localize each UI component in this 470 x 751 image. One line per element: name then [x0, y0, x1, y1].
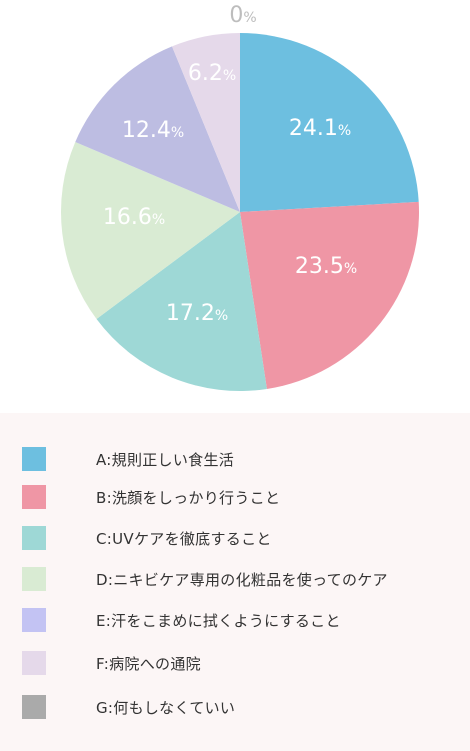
legend-item-a: A:規則正しい食生活: [22, 447, 234, 471]
legend-swatch-d: [22, 567, 46, 591]
slice-label-b: 23.5%: [295, 254, 357, 279]
legend-label-e: E:汗をこまめに拭くようにすること: [96, 611, 341, 630]
slice-label-f: 6.2%: [188, 61, 236, 86]
legend-swatch-a: [22, 447, 46, 471]
slice-label-g: 0%: [229, 3, 256, 28]
pie-chart: 24.1% 23.5% 17.2% 16.6% 12.4% 6.2% 0%: [60, 3, 419, 392]
legend-swatch-e: [22, 608, 46, 632]
legend-item-c: C:UVケアを徹底すること: [22, 526, 272, 550]
legend-label-a: A:規則正しい食生活: [96, 450, 235, 469]
slice-label-d: 16.6%: [103, 205, 165, 230]
legend-item-b: B:洗顔をしっかり行うこと: [22, 485, 280, 509]
slice-label-e: 12.4%: [122, 118, 184, 143]
legend-swatch-c: [22, 526, 46, 550]
legend-swatch-g: [22, 695, 46, 719]
slice-label-a: 24.1%: [289, 116, 351, 141]
legend-label-d: D:ニキビケア専用の化粧品を使ってのケア: [96, 570, 388, 589]
pie-slice-d: [60, 141, 240, 320]
legend-item-d: D:ニキビケア専用の化粧品を使ってのケア: [22, 567, 388, 591]
legend-swatch-f: [22, 651, 46, 675]
legend: A:規則正しい食生活 B:洗顔をしっかり行うこと C:UVケアを徹底すること D…: [0, 413, 470, 751]
pie-slice-f: [172, 33, 240, 212]
legend-item-f: F:病院への通院: [22, 651, 201, 675]
legend-label-f: F:病院への通院: [96, 654, 201, 673]
legend-item-g: G:何もしなくていい: [22, 695, 235, 719]
pie-chart-area: 24.1% 23.5% 17.2% 16.6% 12.4% 6.2% 0%: [60, 3, 419, 392]
pie-slice-a: [240, 33, 419, 212]
legend-label-b: B:洗顔をしっかり行うこと: [96, 488, 281, 507]
pie-slice-c: [96, 212, 267, 392]
pie-slice-e: [75, 46, 240, 212]
pie-slice-b: [240, 201, 419, 389]
legend-item-e: E:汗をこまめに拭くようにすること: [22, 608, 341, 632]
legend-swatch-b: [22, 485, 46, 509]
legend-label-c: C:UVケアを徹底すること: [96, 529, 272, 548]
legend-label-g: G:何もしなくていい: [96, 698, 236, 717]
slice-label-c: 17.2%: [166, 301, 228, 326]
